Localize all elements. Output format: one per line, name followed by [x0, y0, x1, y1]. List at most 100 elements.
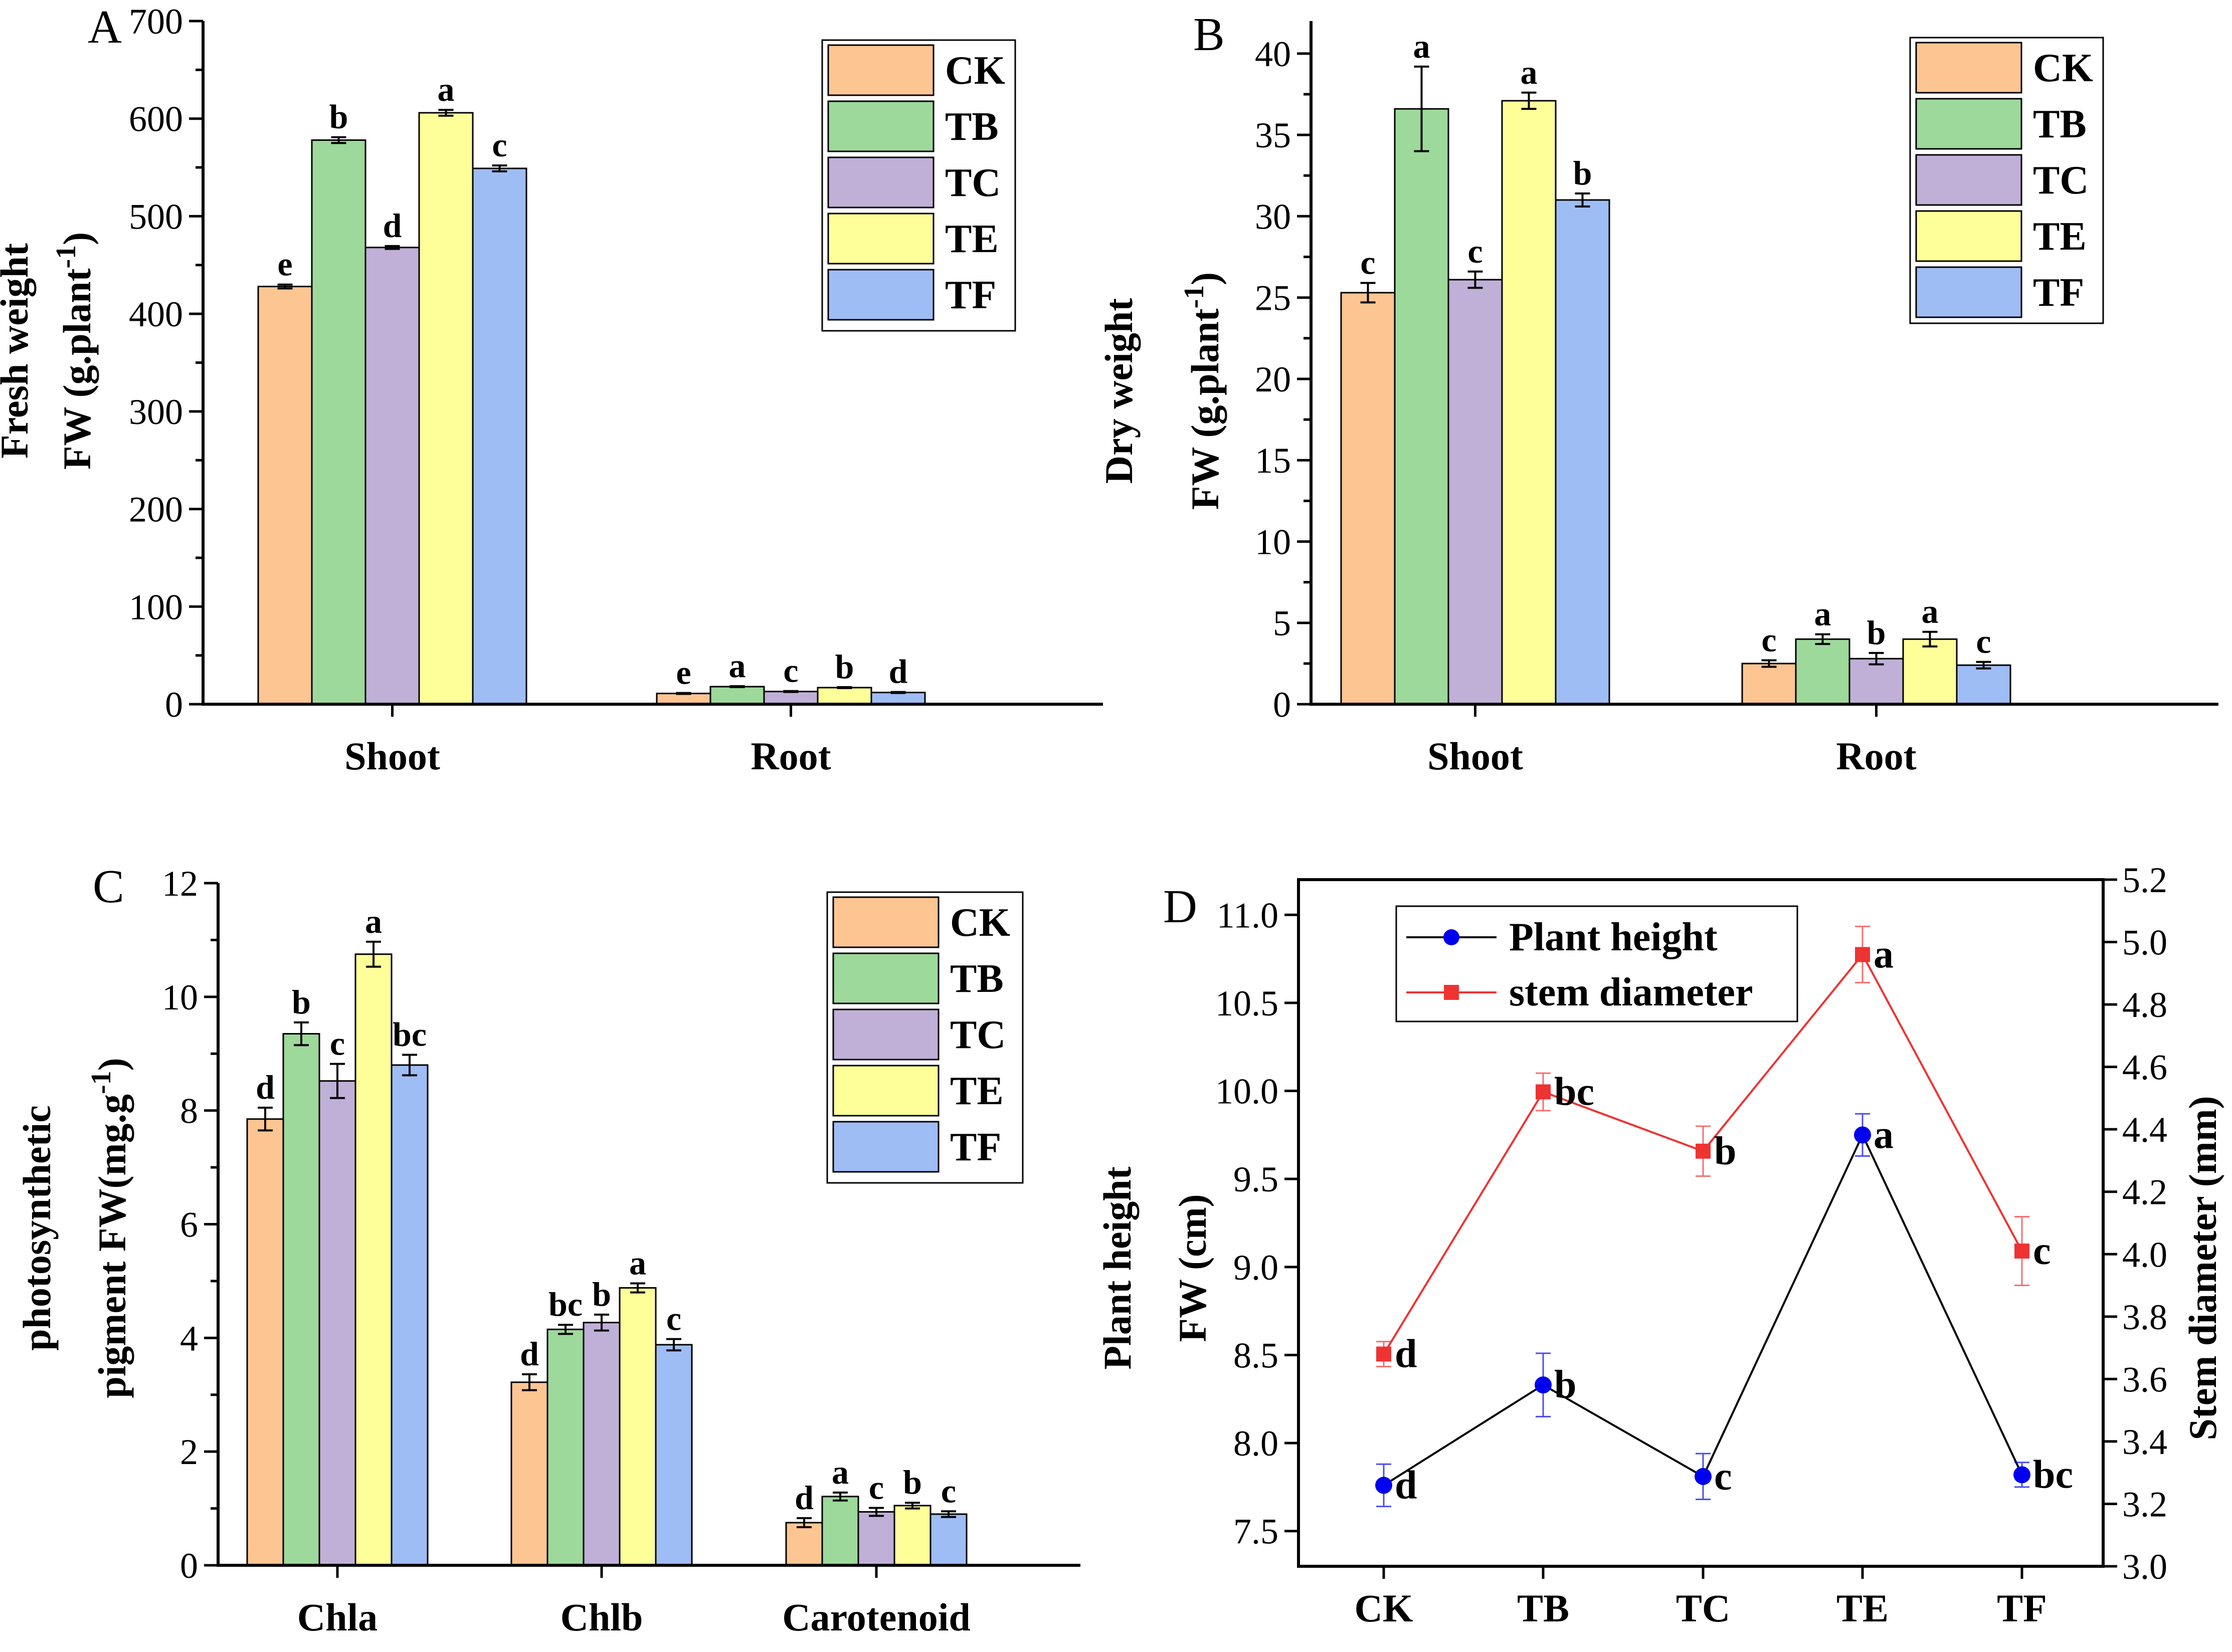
panel-a-ytick-label: 100 [129, 587, 183, 627]
panel-c-sig-letter: b [292, 983, 311, 1021]
panel-a-errorbar-ck-shoot [277, 283, 293, 290]
panel-a-errorbar-te-root [837, 686, 852, 689]
panel-d-point-stem-diameter [1855, 947, 1870, 962]
panel-b-legend-label-tb: TB [2033, 102, 2087, 146]
panel-d-ylabel-left-line1: Plant height [1095, 1166, 1139, 1369]
panel-b-sig-letter: c [1976, 623, 1991, 661]
panel-d-label: D [1163, 881, 1197, 933]
panel-b-ytick-label: 40 [1255, 34, 1291, 74]
panel-a-legend-swatch-tb [827, 100, 935, 152]
panel-a-ytick-label: 700 [129, 2, 183, 42]
panel-d-sig-letter-plant-height: bc [2033, 1453, 2073, 1497]
panel-a-sig-letter: d [383, 207, 402, 245]
panel-b-errorbar-ck-shoot [1360, 282, 1376, 304]
panel-a-legend-label-te: TE [945, 217, 999, 261]
panel-a-bar-ck-root [656, 693, 711, 705]
panel-b-ylabel-line1: Dry weight [1097, 298, 1141, 484]
panel-b-xtick-label: Shoot [1427, 734, 1523, 778]
panel-c-label: C [93, 861, 124, 913]
panel-c-legend-label-tf: TF [950, 1125, 1001, 1169]
panel-a-legend-label-tf: TF [945, 273, 996, 317]
panel-d-ytick-right-label: 4.8 [2122, 985, 2167, 1025]
panel-b-label: B [1193, 9, 1225, 61]
panel-c-errorbar-te-chlb [630, 1282, 645, 1294]
panel-d-sig-letter-plant-height: b [1554, 1363, 1577, 1407]
panel-d-sig-letter-stem-diameter: b [1714, 1129, 1737, 1173]
panel-a-errorbar-tf-root [890, 691, 906, 694]
panel-c-bar-tb-carotenoid [821, 1496, 859, 1566]
panel-c-legend-label-te: TE [950, 1069, 1004, 1113]
panel-c-sig-letter: a [365, 902, 382, 940]
panel-d-xtick-label: TC [1676, 1586, 1730, 1630]
panel-b-ytick-label: 25 [1255, 278, 1291, 318]
panel-c-errorbar-tb-carotenoid [833, 1491, 848, 1502]
panel-a-bar-te-shoot [418, 112, 474, 705]
panel-c-legend-label-ck: CK [950, 901, 1010, 945]
panel-c-legend-swatch-tc [832, 1008, 940, 1061]
panel-b-bar-tc-root [1848, 658, 1904, 705]
panel-d-point-plant-height [1854, 1126, 1871, 1144]
panel-c-sig-letter: c [941, 1472, 956, 1510]
panel-a-legend-swatch-te [827, 213, 935, 265]
panel-a-ytick-label: 200 [129, 490, 183, 530]
panel-d-ylabel-left-line2: FW (cm) [1171, 1194, 1214, 1342]
panel-c-sig-letter: bc [393, 1015, 427, 1054]
panel-a-sig-letter: e [277, 245, 292, 283]
panel-c-legend-label-tb: TB [950, 957, 1004, 1001]
panel-a-legend-swatch-tf [827, 269, 935, 321]
panel-c-legend-label-tc: TC [950, 1013, 1006, 1057]
panel-b-sig-letter: b [1867, 613, 1886, 652]
panel-c-ytick-label: 6 [180, 1205, 198, 1245]
panel-d-ytick-right-label: 5.0 [2122, 923, 2167, 963]
panel-b-errorbar-tf-shoot [1575, 192, 1590, 208]
panel-c-errorbar-tb-chla [294, 1021, 309, 1047]
panel-a-sig-letter: c [492, 126, 507, 164]
panel-b-bar-te-shoot [1501, 100, 1557, 705]
panel-b-sig-letter: a [1413, 27, 1430, 65]
panel-c-ytick-label: 10 [162, 977, 198, 1017]
panel-c-errorbar-ck-carotenoid [797, 1517, 812, 1529]
panel-b-legend-swatch-tb [1915, 98, 2022, 150]
panel-a-bar-tc-root [763, 691, 819, 705]
panel-d-sig-letter-plant-height: a [1874, 1113, 1894, 1157]
panel-c-ytick-label: 2 [180, 1432, 198, 1472]
panel-c-sig-letter: c [869, 1468, 884, 1506]
panel-b-bar-tf-root [1956, 664, 2011, 705]
panel-b-ytick-label: 10 [1255, 522, 1291, 562]
panel-d-point-plant-height [1375, 1477, 1392, 1494]
panel-a-legend-swatch-tc [827, 156, 935, 209]
panel-c-ylabel-line2: pigment FW(mg.g-1) [86, 1058, 134, 1398]
panel-d-legend-frame [1395, 905, 1798, 1022]
panel-c-sig-letter: c [666, 1300, 681, 1338]
panel-c-sig-letter: b [903, 1463, 922, 1501]
panel-a-bar-tf-root [870, 692, 926, 705]
panel-b-ytick-label: 5 [1273, 603, 1291, 644]
panel-c-ylabel-line1: photosynthetic [15, 1105, 59, 1351]
panel-d-ytick-right-label: 4.0 [2122, 1234, 2167, 1275]
panel-b-errorbar-tc-root [1869, 652, 1884, 666]
panel-a-sig-letter: e [676, 654, 691, 692]
panel-b-legend-swatch-tc [1915, 154, 2022, 206]
panel-a-legend-label-tc: TC [945, 161, 1001, 205]
panel-d-ytick-right-label: 3.8 [2122, 1297, 2167, 1337]
panel-c-sig-letter: b [592, 1275, 611, 1313]
panel-a-errorbar-tf-shoot [492, 164, 507, 172]
panel-b-sig-letter: a [1521, 53, 1538, 91]
panel-c-sig-letter: bc [548, 1285, 583, 1323]
panel-a-errorbar-tc-root [783, 690, 799, 693]
panel-c-bar-tc-chlb [583, 1322, 621, 1566]
panel-a-bar-tf-shoot [472, 167, 527, 705]
panel-c-bar-tc-carotenoid [857, 1511, 895, 1566]
panel-a-sig-letter: c [783, 652, 798, 690]
panel-c-errorbar-te-chla [366, 940, 381, 968]
panel-c-errorbar-tb-chlb [558, 1324, 573, 1335]
panel-c-sig-letter: d [795, 1479, 814, 1517]
panel-a-sig-letter: b [835, 648, 854, 686]
panel-d-sig-letter-plant-height: d [1395, 1463, 1417, 1507]
panel-d-xtick-label: TB [1517, 1586, 1569, 1630]
